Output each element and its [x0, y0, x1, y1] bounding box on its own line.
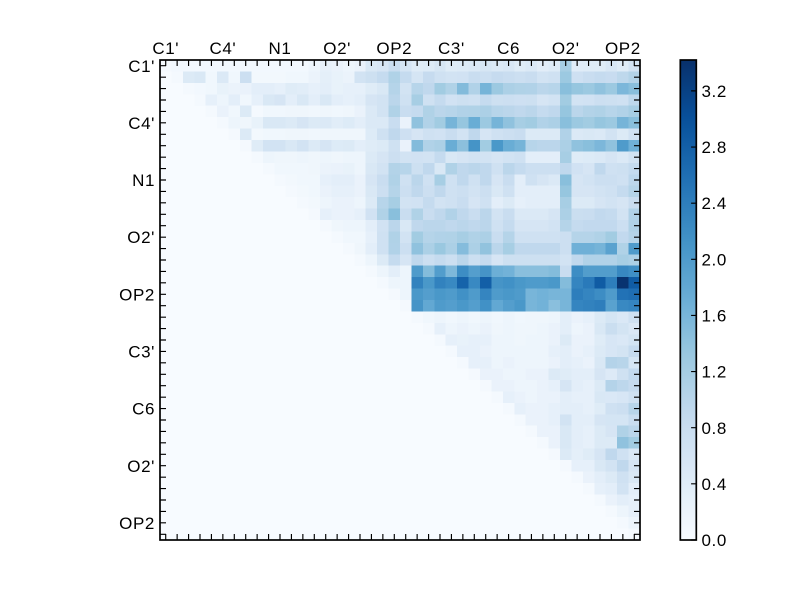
svg-text:OP2: OP2 — [119, 285, 155, 304]
svg-text:C1': C1' — [128, 57, 155, 76]
svg-text:C3': C3' — [438, 39, 465, 58]
svg-text:2.4: 2.4 — [702, 194, 727, 213]
svg-text:C1': C1' — [152, 39, 179, 58]
svg-text:C6: C6 — [497, 39, 520, 58]
svg-text:2.8: 2.8 — [702, 138, 727, 157]
svg-text:O2': O2' — [552, 39, 580, 58]
svg-text:0.4: 0.4 — [702, 475, 727, 494]
svg-text:C3': C3' — [128, 342, 155, 361]
svg-text:OP2: OP2 — [376, 39, 412, 58]
svg-text:0.8: 0.8 — [702, 419, 727, 438]
svg-text:OP2: OP2 — [605, 39, 641, 58]
svg-text:3.2: 3.2 — [702, 82, 727, 101]
svg-text:C4': C4' — [128, 114, 155, 133]
svg-text:1.2: 1.2 — [702, 363, 727, 382]
svg-text:N1: N1 — [269, 39, 292, 58]
svg-text:C6: C6 — [132, 400, 155, 419]
svg-text:OP2: OP2 — [119, 514, 155, 533]
svg-text:2.0: 2.0 — [702, 250, 727, 269]
svg-text:C4': C4' — [209, 39, 236, 58]
svg-text:1.6: 1.6 — [702, 306, 727, 325]
svg-text:N1: N1 — [132, 171, 155, 190]
svg-text:O2': O2' — [323, 39, 351, 58]
svg-text:O2': O2' — [127, 457, 155, 476]
svg-text:0.0: 0.0 — [702, 531, 727, 550]
svg-text:O2': O2' — [127, 228, 155, 247]
